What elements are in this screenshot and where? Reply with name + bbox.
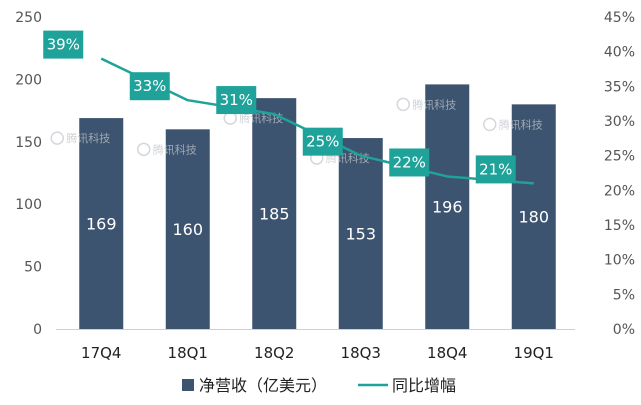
bar	[511, 104, 556, 329]
y-left-tick-label: 200	[15, 72, 42, 88]
growth-value-box	[216, 86, 257, 115]
y-right-tick-label: 15%	[604, 218, 635, 234]
y-right-tick-label: 5%	[613, 287, 635, 303]
watermark-logo-icon	[50, 131, 64, 145]
watermark-logo-text: 腾讯科技	[66, 131, 110, 145]
legend-line-label: 同比增幅	[392, 376, 456, 395]
legend-bar-label: 净营收（亿美元）	[199, 376, 327, 395]
legend-bar-swatch	[182, 379, 194, 391]
growth-value-label: 31%	[216, 86, 257, 115]
bar	[165, 129, 210, 329]
growth-value-text: 22%	[393, 153, 426, 171]
bar	[252, 98, 297, 330]
y-right-tick-label: 30%	[604, 114, 635, 130]
bar-value-label: 180	[518, 208, 549, 227]
y-left-tick-label: 0	[33, 322, 42, 338]
y-left-tick-label: 150	[15, 135, 42, 151]
watermark-logo-text: 腾讯科技	[412, 97, 456, 111]
watermark-logo-text: 腾讯科技	[153, 142, 197, 156]
bar-value-label: 169	[86, 215, 117, 234]
y-left-tick-label: 50	[24, 260, 42, 276]
growth-value-text: 25%	[306, 133, 339, 151]
bar-value-label: 185	[259, 205, 290, 224]
growth-value-label: 22%	[389, 148, 430, 177]
growth-value-label: 33%	[129, 72, 170, 101]
legend: 净营收（亿美元） 同比增幅	[182, 376, 456, 395]
watermark-logo-icon	[396, 97, 410, 112]
bar-value-label: 196	[432, 198, 463, 217]
y-left-tick-label: 100	[15, 197, 42, 213]
category-label: 18Q2	[254, 344, 294, 362]
growth-value-text: 31%	[220, 91, 253, 109]
watermark-logo-icon	[137, 142, 151, 157]
bar-value-label: 160	[172, 220, 203, 239]
watermark-logo-text: 腾讯科技	[499, 117, 543, 131]
growth-value-label: 25%	[302, 127, 343, 156]
growth-value-box	[129, 72, 170, 101]
bar	[425, 84, 470, 329]
bar	[79, 118, 124, 329]
category-label: 18Q4	[427, 344, 467, 362]
watermark-logo: 腾讯科技	[483, 117, 543, 132]
watermark-logo-icon	[483, 117, 497, 132]
watermark-logo: 腾讯科技	[396, 97, 456, 112]
category-label: 17Q4	[81, 344, 121, 362]
y-right-tick-label: 25%	[604, 149, 635, 165]
x-axis-category-labels: 17Q4 18Q1 18Q2 18Q3 18Q4 19Q1	[81, 344, 554, 362]
growth-value-label: 39%	[43, 30, 84, 59]
watermark-logo: 腾讯科技	[137, 142, 197, 157]
y-right-tick-label: 45%	[604, 10, 635, 26]
y-right-tick-label: 35%	[604, 79, 635, 95]
y-right-tick-label: 40%	[604, 45, 635, 61]
growth-value-box	[475, 155, 516, 184]
growth-value-box	[389, 148, 430, 177]
y-right-tick-label: 20%	[604, 183, 635, 199]
y-right-tick-label: 10%	[604, 253, 635, 269]
bar-series	[79, 84, 556, 330]
category-label: 19Q1	[514, 344, 554, 362]
category-label: 18Q1	[168, 344, 208, 362]
category-label: 18Q3	[341, 344, 381, 362]
y-left-axis-ticks: 0 50 100 150 200 250	[15, 10, 42, 338]
growth-value-text: 21%	[479, 160, 512, 178]
growth-value-text: 33%	[133, 77, 166, 95]
bar-value-labels: 169 160 185 153 196 180	[86, 198, 549, 244]
growth-value-box	[302, 127, 343, 156]
y-right-axis-ticks: 0% 5% 10% 15% 20% 25% 30% 35% 40% 45%	[604, 10, 635, 338]
bar-value-label: 153	[345, 225, 376, 244]
growth-value-text: 39%	[47, 36, 80, 54]
line-value-labels: 39% 33% 31% 25% 22% 21%	[43, 30, 516, 184]
bar	[338, 138, 383, 329]
y-right-tick-label: 0%	[613, 322, 635, 338]
growth-value-label: 21%	[475, 155, 516, 184]
growth-value-box	[43, 30, 84, 59]
watermark-logo: 腾讯科技	[50, 131, 110, 145]
y-left-tick-label: 250	[15, 10, 42, 26]
